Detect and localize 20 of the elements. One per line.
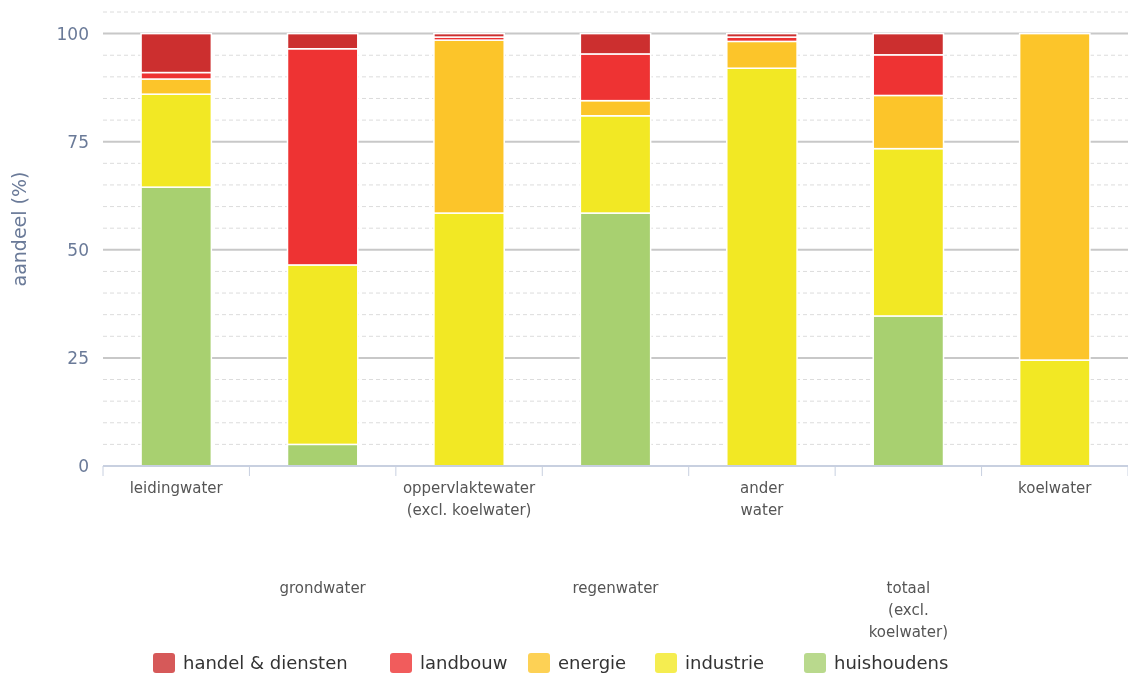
x-tick-label: totaal (excl. koelwater) — [868, 579, 949, 641]
x-tick-label: grondwater — [279, 579, 367, 598]
bar — [433, 32, 505, 38]
y-tick-label: 75 — [67, 131, 89, 152]
x-tick-label: oppervlaktewater (excl. koelwater) — [402, 479, 537, 519]
legend-label: handel & diensten — [183, 652, 348, 674]
x-tick-label: regenwater — [572, 579, 660, 598]
legend-label: industrie — [685, 652, 765, 674]
y-tick-label: 100 — [56, 23, 89, 44]
x-tick-label: leidingwater — [129, 479, 224, 498]
legend-label: huishoudens — [834, 652, 949, 674]
y-tick-label: 50 — [67, 239, 89, 260]
y-axis-title: aandeel (%) — [8, 171, 30, 287]
legend-label: landbouw — [420, 652, 508, 674]
legend-label: energie — [558, 652, 627, 674]
y-tick-label: 25 — [67, 347, 89, 368]
y-tick-label: 0 — [78, 455, 89, 476]
x-tick-label: koelwater — [1018, 479, 1093, 498]
bar — [726, 32, 798, 38]
x-tick-label: ander water — [740, 479, 785, 519]
